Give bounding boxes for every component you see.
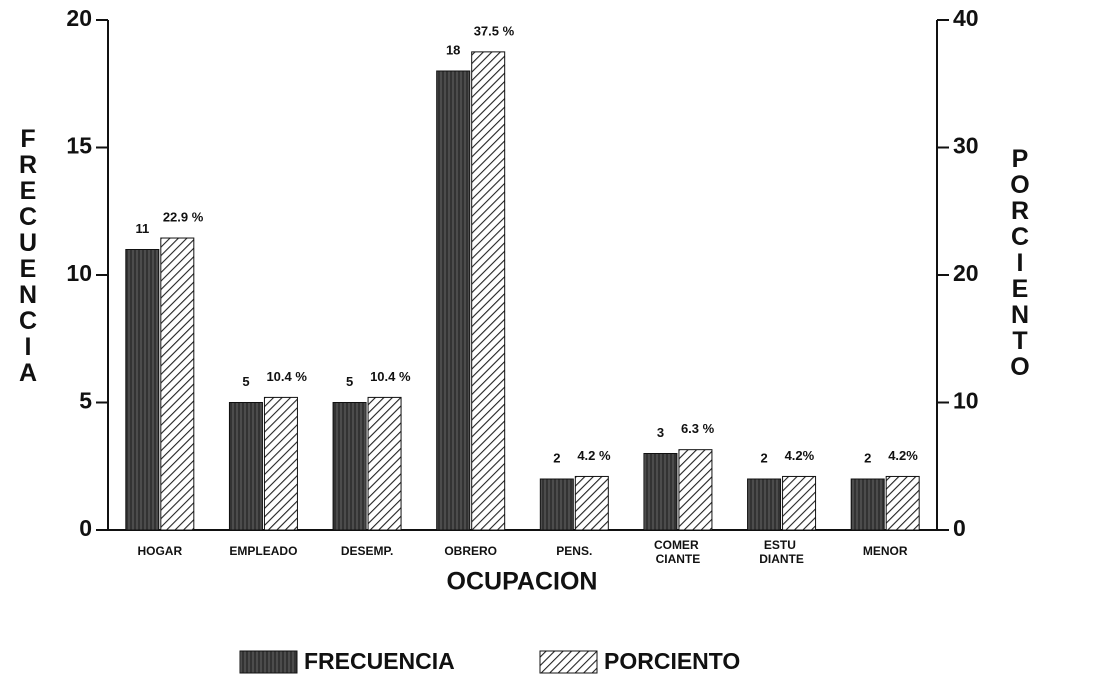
bar xyxy=(367,396,402,531)
value-label: 2 xyxy=(864,450,871,465)
value-label: 2 xyxy=(760,450,767,465)
legend-label: PORCIENTO xyxy=(604,648,740,674)
value-label: 18 xyxy=(446,42,460,57)
bar xyxy=(678,449,713,531)
bar xyxy=(125,249,160,531)
x-tick-label: MENOR xyxy=(863,544,908,558)
bar xyxy=(574,475,609,531)
x-tick-label: HOGAR xyxy=(137,544,182,558)
bar xyxy=(782,475,817,531)
bar xyxy=(471,51,506,531)
bar xyxy=(332,402,367,531)
x-tick-label: OBRERO xyxy=(444,544,497,558)
legend-swatch xyxy=(239,650,298,674)
value-label: 22.9 % xyxy=(163,209,204,224)
x-tick-label: ESTU DIANTE xyxy=(759,538,804,566)
bar xyxy=(263,396,298,531)
value-label: 3 xyxy=(657,425,664,440)
value-label: 4.2% xyxy=(888,448,918,463)
y2-tick-label: 10 xyxy=(953,388,979,414)
x-axis-label: OCUPACION xyxy=(447,568,598,596)
y2-tick-label: 20 xyxy=(953,260,979,286)
y-tick-label: 10 xyxy=(66,260,92,286)
value-label: 5 xyxy=(346,374,353,389)
legend-label: FRECUENCIA xyxy=(304,648,455,674)
value-label: 10.4 % xyxy=(266,369,307,384)
y2-tick-label: 40 xyxy=(953,5,979,31)
bar xyxy=(228,402,263,531)
value-label: 4.2 % xyxy=(577,448,611,463)
bar xyxy=(747,478,782,531)
value-label: 6.3 % xyxy=(681,421,715,436)
bar xyxy=(160,237,195,531)
y2-tick-label: 30 xyxy=(953,133,979,159)
y-tick-label: 0 xyxy=(79,515,92,541)
bar xyxy=(436,70,471,531)
bar xyxy=(539,478,574,531)
x-tick-label: EMPLEADO xyxy=(229,544,297,558)
value-label: 10.4 % xyxy=(370,369,411,384)
x-tick-label: PENS. xyxy=(556,544,592,558)
value-label: 37.5 % xyxy=(474,23,515,38)
x-tick-label: COMER CIANTE xyxy=(654,538,702,566)
legend-swatch xyxy=(539,650,598,674)
value-label: 2 xyxy=(553,450,560,465)
y2-tick-label: 0 xyxy=(953,515,966,541)
bar xyxy=(885,475,920,531)
y-tick-label: 15 xyxy=(66,133,92,159)
x-tick-label: DESEMP. xyxy=(341,544,393,558)
y-tick-label: 20 xyxy=(66,5,92,31)
y-tick-label: 5 xyxy=(79,388,92,414)
value-label: 11 xyxy=(135,221,149,236)
value-label: 5 xyxy=(242,374,249,389)
bar xyxy=(643,453,678,531)
value-label: 4.2% xyxy=(785,448,815,463)
bar xyxy=(850,478,885,531)
